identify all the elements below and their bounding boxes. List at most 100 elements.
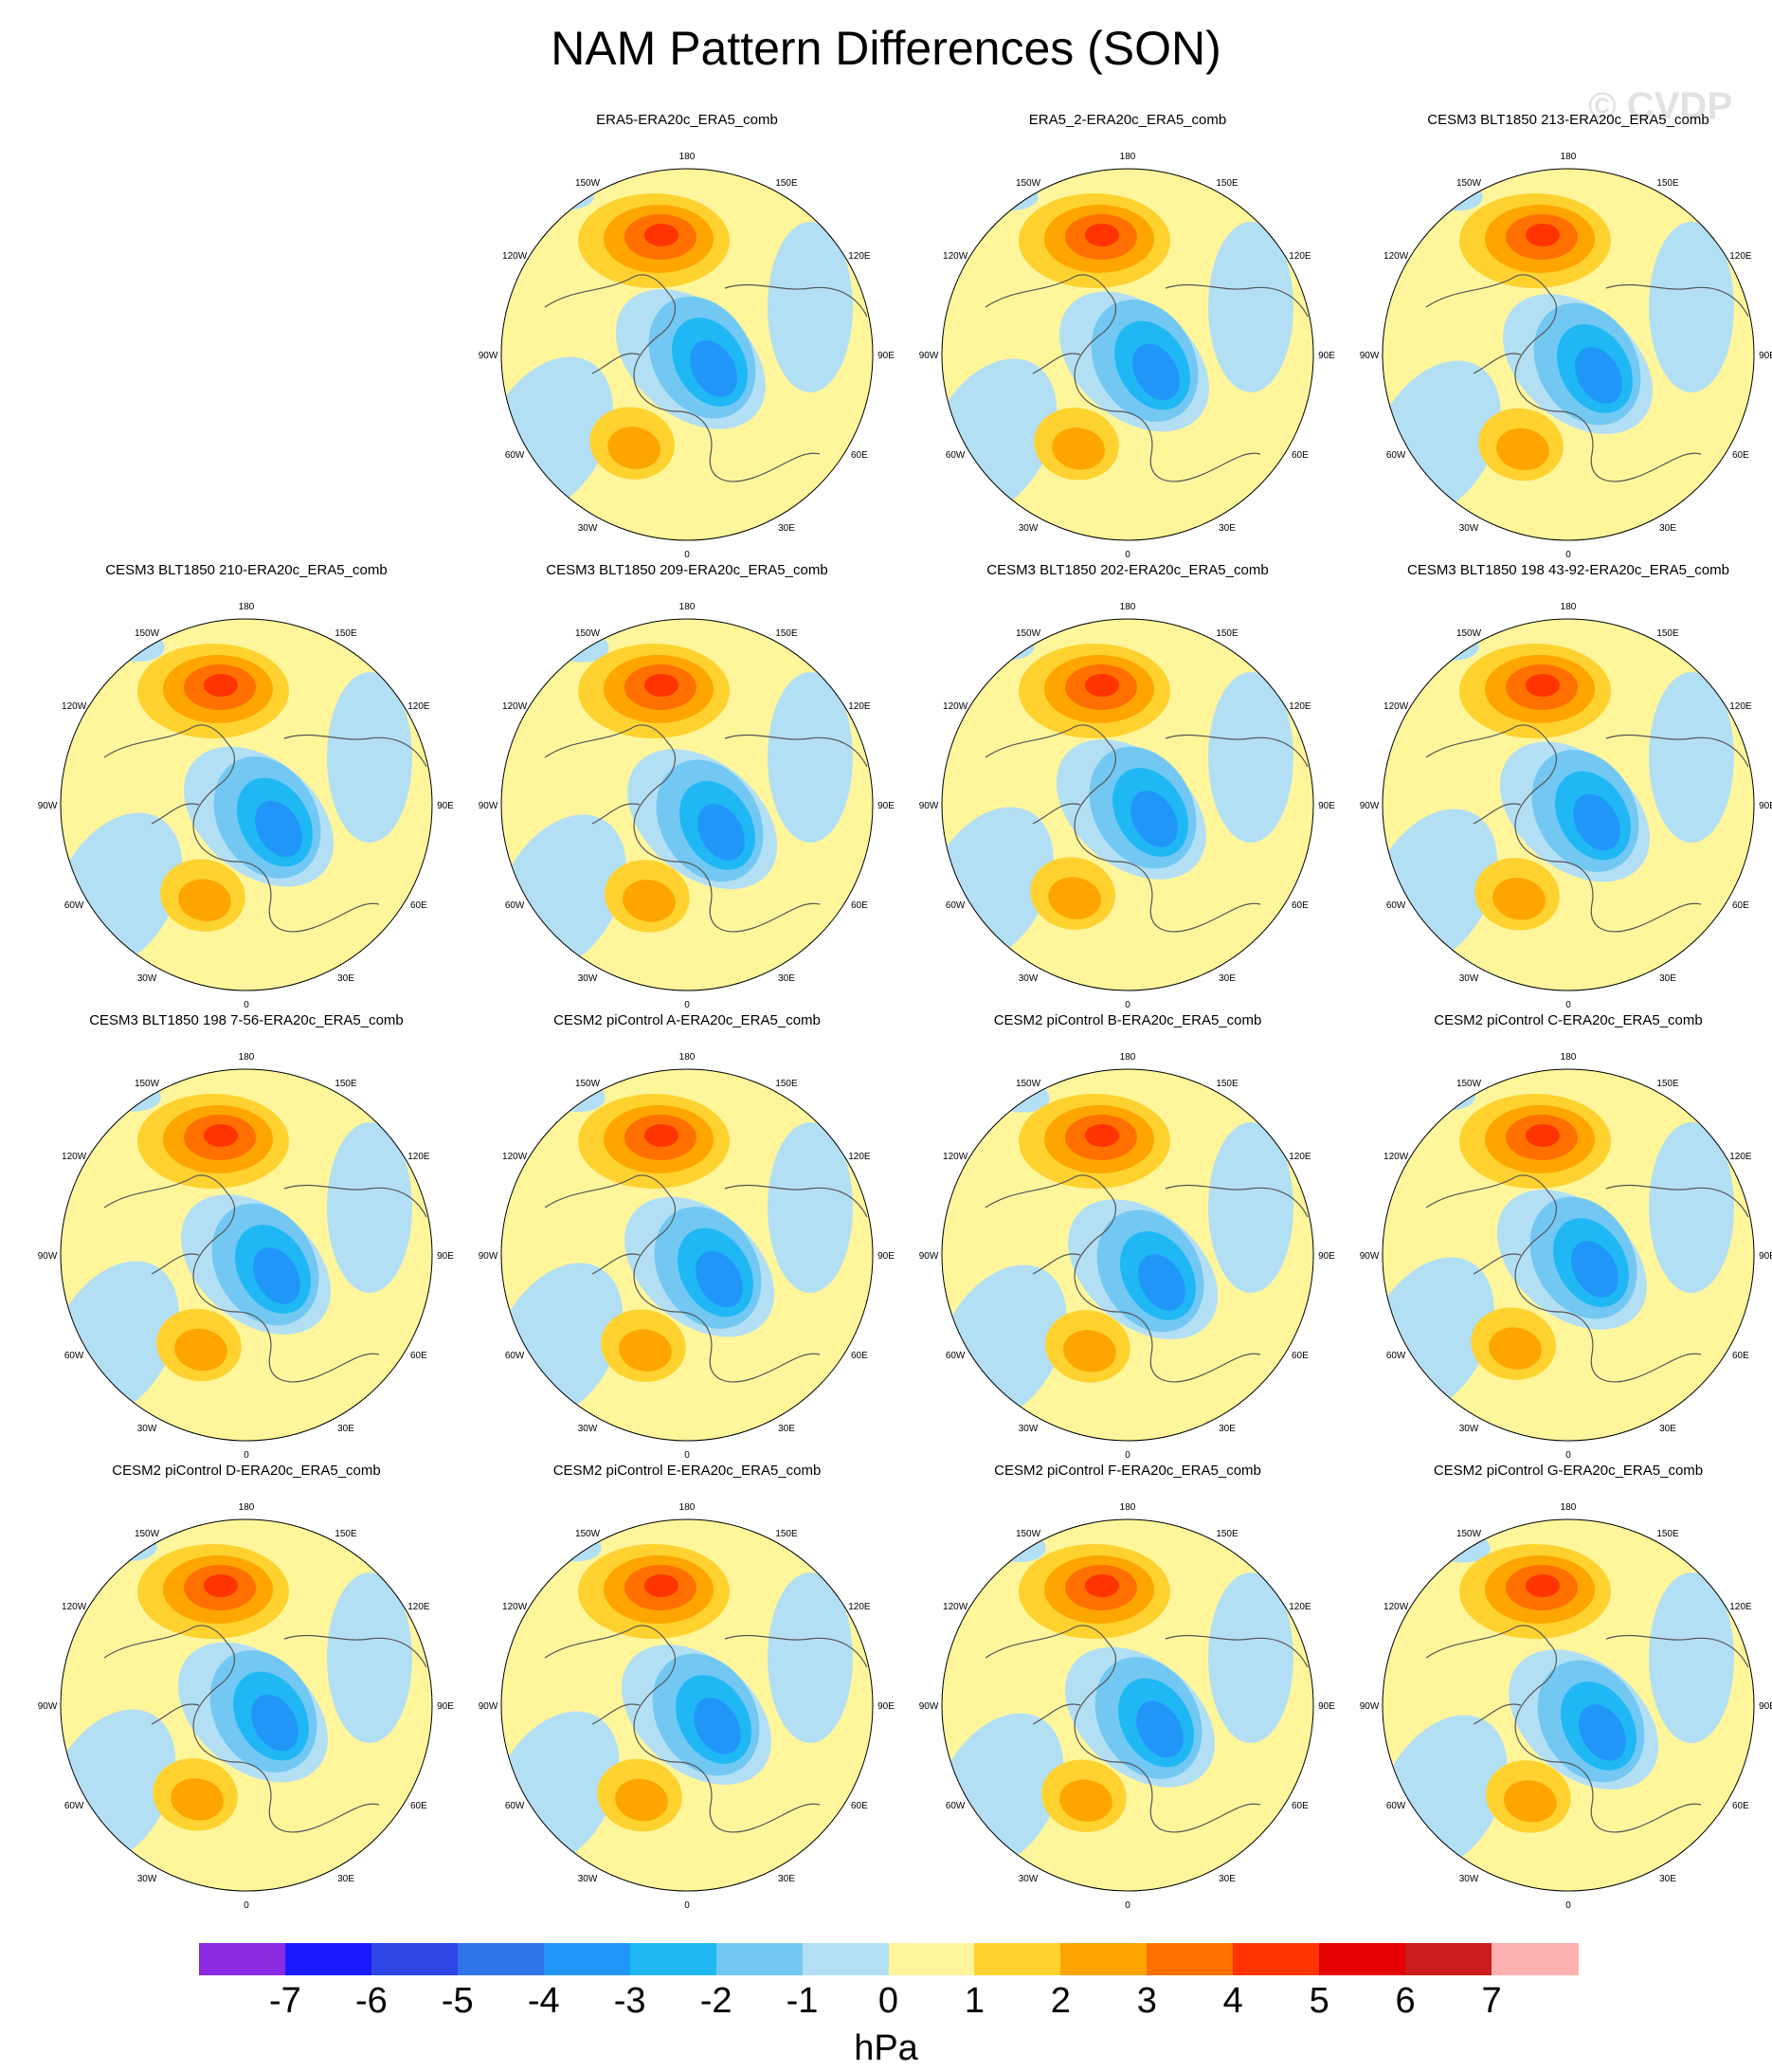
polar-map: 180 150E 120E 90E 60E 30E 0 30W 60W 90W 120W 150W [38,1052,454,1461]
colorbar-swatch [199,1943,286,1975]
panel-title: CESM2 piControl C-ERA20c_ERA5_comb [1434,1012,1703,1028]
lon-label: 90E [877,801,895,811]
lon-label: 60E [410,1801,427,1811]
lon-label: 30W [578,1424,598,1434]
panel-title: CESM2 piControl E-ERA20c_ERA5_comb [552,1463,822,1479]
lon-label: 30E [778,973,795,984]
lon-label: 120E [407,701,430,712]
lon-label: 180 [239,1052,255,1063]
lon-label: 150E [1656,1079,1679,1089]
lon-label: 120E [848,251,871,262]
lon-label: 60E [410,900,427,911]
colorbar-tick-label: 4 [1222,1981,1243,2021]
map-panel: CESM2 piControl F-ERA20c_ERA5_comb 180 150… [919,1463,1336,1911]
map-panel: ERA5-ERA20c_ERA5_comb 180 150E 120E 90E 60E 30… [479,112,895,560]
lon-label: 150E [1216,628,1239,639]
lon-label: 30W [1019,1424,1039,1434]
lon-label: 0 [1565,1900,1571,1911]
lon-label: 120E [1289,251,1311,262]
lon-label: 120E [1729,701,1752,712]
lon-label: 180 [239,602,255,612]
lon-label: 180 [679,1052,696,1063]
lon-label: 30E [1659,1874,1676,1884]
lon-label: 60E [1732,1351,1749,1361]
lon-label: 150E [335,1529,357,1539]
lon-label: 0 [1565,550,1571,560]
lon-label: 60E [1292,1351,1309,1361]
lon-label: 150W [575,178,601,189]
lon-label: 90E [1318,1251,1335,1262]
map-panel: CESM3 BLT1850 209-ERA20c_ERA5_comb 180 150… [479,562,895,1010]
panel-title: CESM2 piControl A-ERA20c_ERA5_comb [553,1012,821,1028]
lon-label: 90W [38,1701,58,1712]
lon-label: 150E [1216,1529,1239,1539]
lon-label: 60W [64,1801,84,1811]
colorbar-units: hPa [854,2028,918,2068]
lon-label: 120W [502,701,528,712]
lon-label: 0 [684,1900,690,1911]
lon-label: 120E [1289,701,1311,712]
map-panel: CESM2 piControl D-ERA20c_ERA5_comb 180 150… [38,1463,455,1911]
colorbar-swatch [543,1943,631,1975]
colorbar-swatch [802,1943,889,1975]
lon-label: 90E [1759,1701,1772,1712]
colorbar-swatch [1147,1943,1234,1975]
lon-label: 180 [679,602,696,612]
lon-label: 90W [919,801,939,811]
lon-label: 120W [1383,701,1409,712]
lon-label: 90W [479,351,498,361]
map-panel: CESM3 BLT1850 198 43-92-ERA20c_ERA5_comb… [1360,562,1772,1010]
lon-label: 30E [337,973,354,984]
lon-label: 60E [1292,450,1309,461]
lon-label: 150W [1456,1079,1482,1089]
lon-label: 120E [407,1602,430,1612]
colorbar-swatch [371,1943,459,1975]
panel-title: CESM3 BLT1850 210-ERA20c_ERA5_comb [105,562,388,578]
lon-label: 90W [1360,1701,1380,1712]
lon-label: 60W [505,900,525,911]
lon-label: 30E [1659,973,1676,984]
lon-label: 90E [437,1251,454,1262]
lon-label: 90E [1759,1251,1772,1262]
lon-label: 0 [684,550,690,560]
lon-label: 120E [848,1602,871,1612]
lon-label: 150W [1016,1529,1041,1539]
colorbar-swatch [1060,1943,1148,1975]
polar-map: 180 150E 120E 90E 60E 30E 0 30W 60W 90W 120W 150W [479,1502,895,1911]
figure-title: NAM Pattern Differences (SON) [551,22,1221,75]
lon-label: 30W [1459,1874,1479,1884]
lon-label: 60E [851,450,868,461]
colorbar-tick-label: -7 [269,1981,301,2021]
lon-label: 60E [851,1351,868,1361]
lon-label: 30E [337,1424,354,1434]
colorbar-tick-label: -2 [699,1981,732,2021]
lon-label: 90W [479,801,498,811]
lon-label: 90E [877,1251,895,1262]
lon-label: 150E [335,628,357,639]
colorbar-tick-label: 1 [964,1981,985,2021]
lon-label: 30E [778,523,795,534]
lon-label: 120W [62,1152,87,1162]
lon-label: 60W [1386,900,1406,911]
lon-label: 30W [578,973,598,984]
lon-label: 150E [1656,1529,1679,1539]
lon-label: 120W [1383,1152,1409,1162]
colorbar-swatch [629,1943,717,1975]
lon-label: 90E [1318,351,1335,361]
colorbar-tick-label: 6 [1395,1981,1416,2021]
lon-label: 120W [1383,1602,1409,1612]
lon-label: 180 [1561,152,1577,162]
lon-label: 150E [775,628,798,639]
panel-title: CESM2 piControl D-ERA20c_ERA5_comb [112,1463,381,1479]
lon-label: 120W [943,1602,968,1612]
lon-label: 90W [1360,1251,1380,1262]
lon-label: 30W [578,523,598,534]
lon-label: 180 [1120,152,1136,162]
lon-label: 30E [1219,523,1236,534]
lon-label: 0 [684,1000,690,1010]
lon-label: 150E [775,178,798,189]
lon-label: 0 [244,1450,249,1461]
lon-label: 0 [244,1900,249,1911]
lon-label: 0 [1125,1900,1130,1911]
lon-label: 180 [679,1502,696,1513]
